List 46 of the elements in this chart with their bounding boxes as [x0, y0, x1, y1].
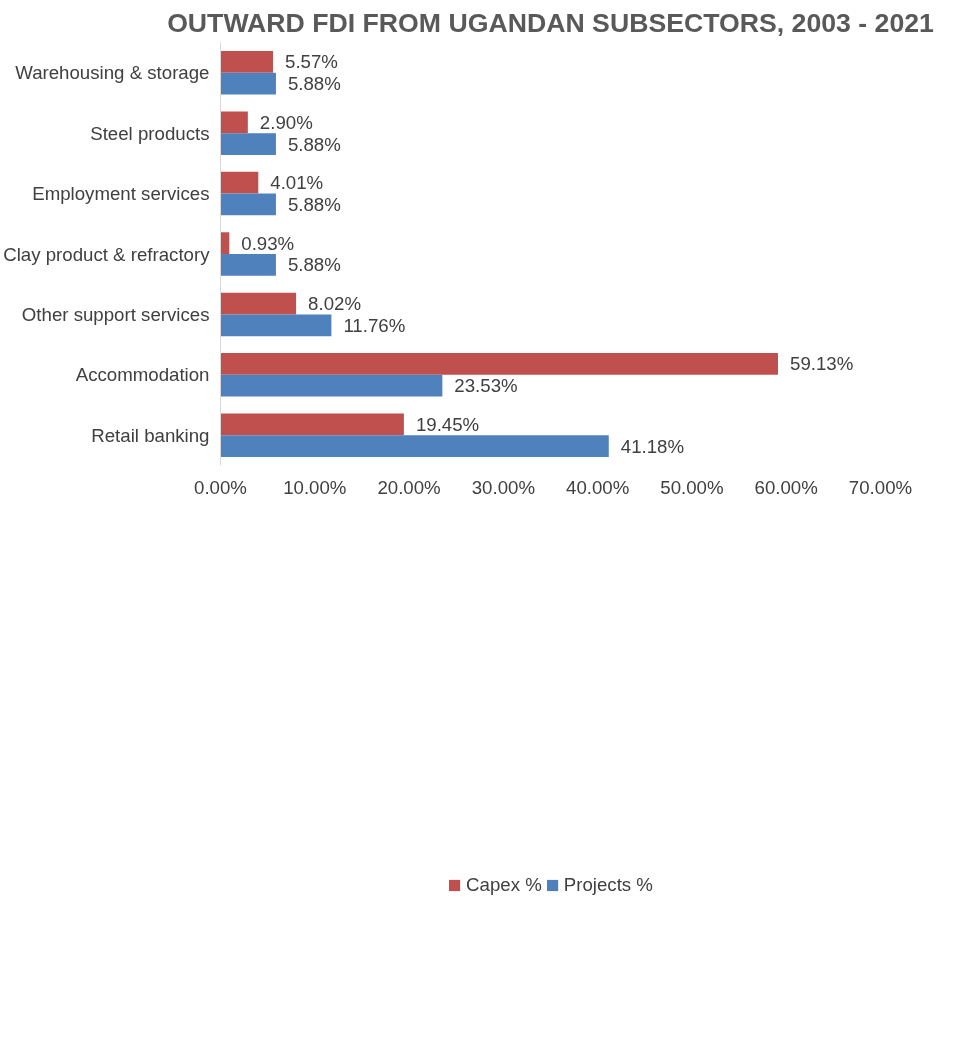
y-tick-label: Warehousing & storage	[15, 62, 210, 84]
bar	[220, 111, 248, 134]
bar	[220, 374, 443, 397]
x-tick-label: 40.00%	[566, 476, 630, 498]
x-tick-label: 0.00%	[194, 476, 247, 498]
bar	[220, 50, 274, 73]
data-label: 5.88%	[287, 133, 341, 155]
data-label: 23.53%	[454, 375, 518, 397]
x-tick-label: 50.00%	[660, 476, 724, 498]
data-label: 2.90%	[259, 111, 313, 133]
data-label: 19.45%	[415, 413, 480, 435]
bar	[220, 413, 404, 436]
data-label: 59.13%	[790, 353, 854, 375]
legend-label: Capex %	[466, 873, 542, 896]
bar	[220, 193, 276, 216]
y-tick-label: Steel products	[90, 122, 210, 144]
y-tick-label: Clay product & refractory	[3, 243, 211, 265]
data-label: 5.88%	[287, 73, 341, 95]
chart-title: OUTWARD FDI FROM UGANDAN SUBSECTORS, 2003 - 2021	[167, 7, 935, 38]
data-label: 8.02%	[308, 293, 362, 315]
data-label: 11.76%	[343, 314, 406, 336]
bar	[220, 171, 259, 194]
y-tick-label: Employment services	[32, 183, 210, 205]
data-label: 5.88%	[287, 254, 341, 276]
data-label: 5.57%	[285, 51, 338, 73]
bar	[220, 292, 297, 315]
y-tick-label: Accommodation	[75, 364, 210, 386]
bar	[220, 353, 779, 375]
data-label: 5.88%	[287, 193, 341, 215]
bar	[220, 72, 276, 95]
x-tick-label: 30.00%	[471, 476, 535, 498]
bar	[220, 232, 230, 254]
x-tick-label: 20.00%	[377, 476, 441, 498]
y-tick-label: Other support services	[21, 303, 210, 325]
legend-label: Projects %	[563, 873, 653, 896]
bar	[220, 254, 276, 276]
data-label: 4.01%	[270, 172, 324, 194]
bar	[220, 133, 276, 155]
x-tick-label: 10.00%	[283, 476, 347, 498]
data-label: 0.93%	[241, 232, 295, 254]
bar	[220, 435, 609, 458]
bar	[220, 314, 332, 337]
x-tick-label: 70.00%	[848, 476, 913, 498]
x-tick-label: 60.00%	[754, 476, 818, 498]
y-tick-label: Retail banking	[91, 424, 210, 446]
data-label: 41.18%	[620, 435, 685, 457]
